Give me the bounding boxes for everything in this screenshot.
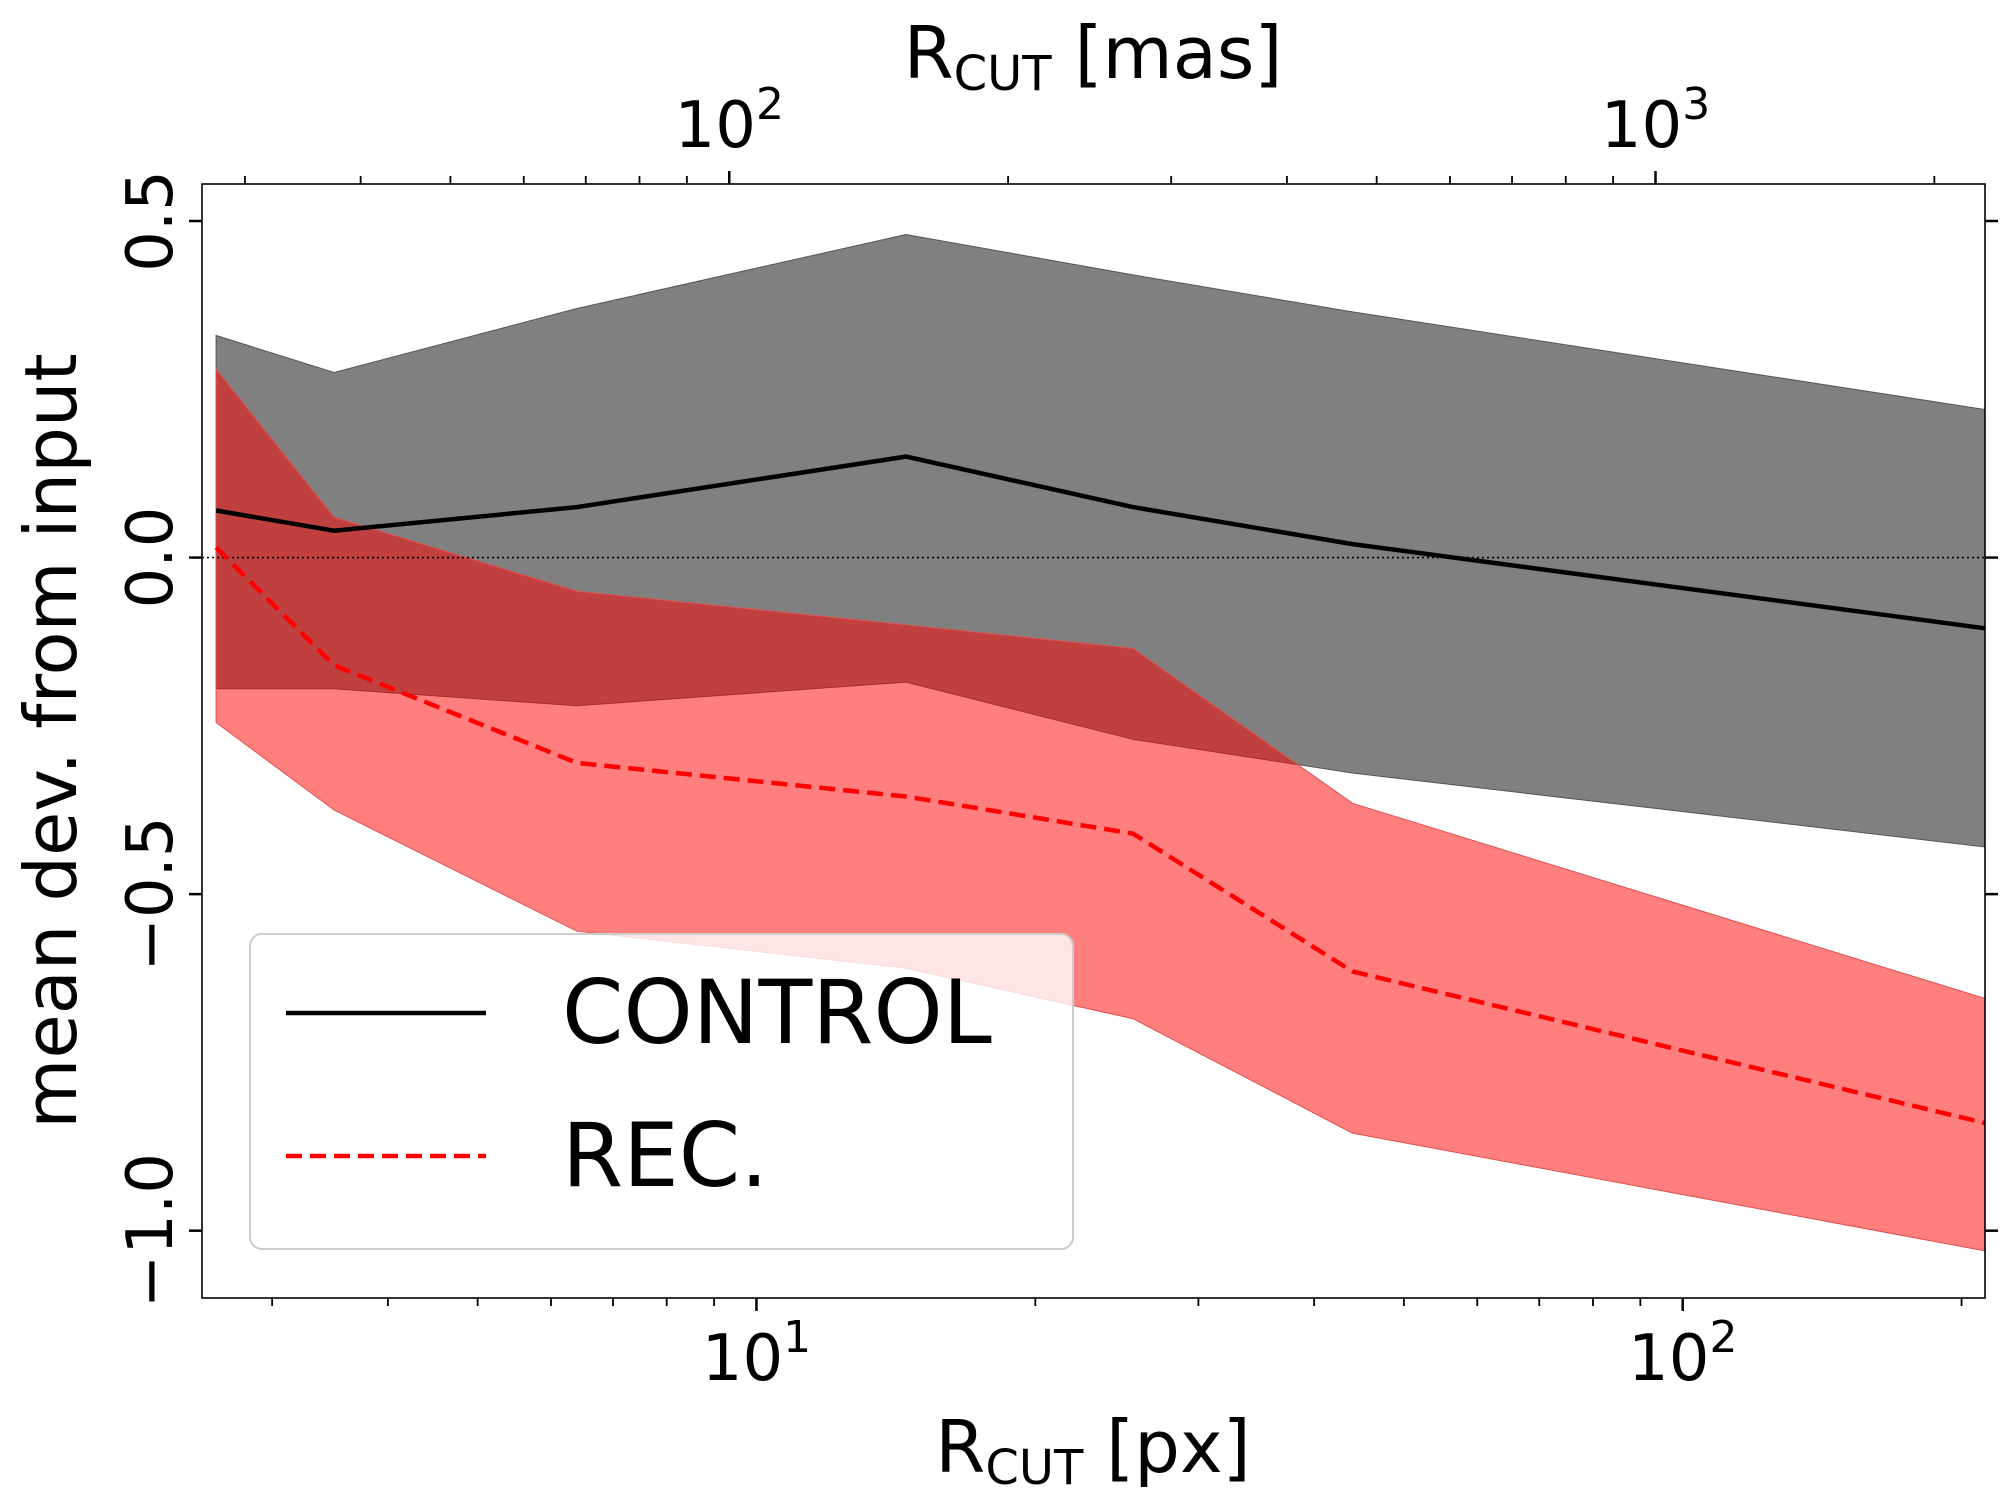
legend: CONTROL REC.: [249, 933, 1074, 1250]
series-line-rec: [214, 545, 1986, 1126]
x2-tick-label: 103: [1601, 79, 1710, 163]
x2-tick-label-base: 10: [1601, 89, 1682, 163]
x2-axis-label-subscript: CUT: [954, 46, 1053, 102]
y-tick-label: 0.5: [114, 170, 188, 272]
legend-label: REC.: [562, 1104, 768, 1207]
y-axis-label: mean dev. from input: [9, 353, 93, 1129]
x2-tick-label-exponent: 3: [1682, 79, 1710, 130]
x2-axis-label-main: R: [904, 11, 954, 95]
x2-tick-label-base: 10: [675, 89, 756, 163]
x2-tick-label: 102: [675, 79, 784, 163]
x-tick-label: 101: [702, 1312, 811, 1396]
x-tick-label-base: 10: [1628, 1322, 1709, 1396]
x-axis-label-unit: [px]: [1083, 1405, 1250, 1489]
x-tick-label-exponent: 1: [783, 1312, 811, 1363]
y-tick-label: −0.5: [114, 816, 188, 971]
x-axis-label-subscript: CUT: [985, 1440, 1084, 1496]
lines-layer: [214, 454, 1986, 1126]
x-axis-label: RCUT [px]: [935, 1405, 1250, 1496]
x2-axis-label-unit: [mas]: [1052, 11, 1283, 95]
x2-axis-label: RCUT [mas]: [904, 11, 1283, 102]
legend-label: CONTROL: [562, 961, 992, 1064]
x-tick-label: 102: [1628, 1312, 1737, 1396]
x-tick-label-base: 10: [702, 1322, 783, 1396]
series-line-control: [215, 454, 1986, 631]
x-tick-label-exponent: 2: [1709, 1312, 1737, 1363]
x-axis-label-main: R: [935, 1405, 985, 1489]
y-tick-label: 0.0: [114, 507, 188, 609]
y-tick-label: −1.0: [114, 1153, 188, 1308]
x2-tick-label-exponent: 2: [756, 79, 784, 130]
plot-frame: [201, 183, 1986, 1299]
